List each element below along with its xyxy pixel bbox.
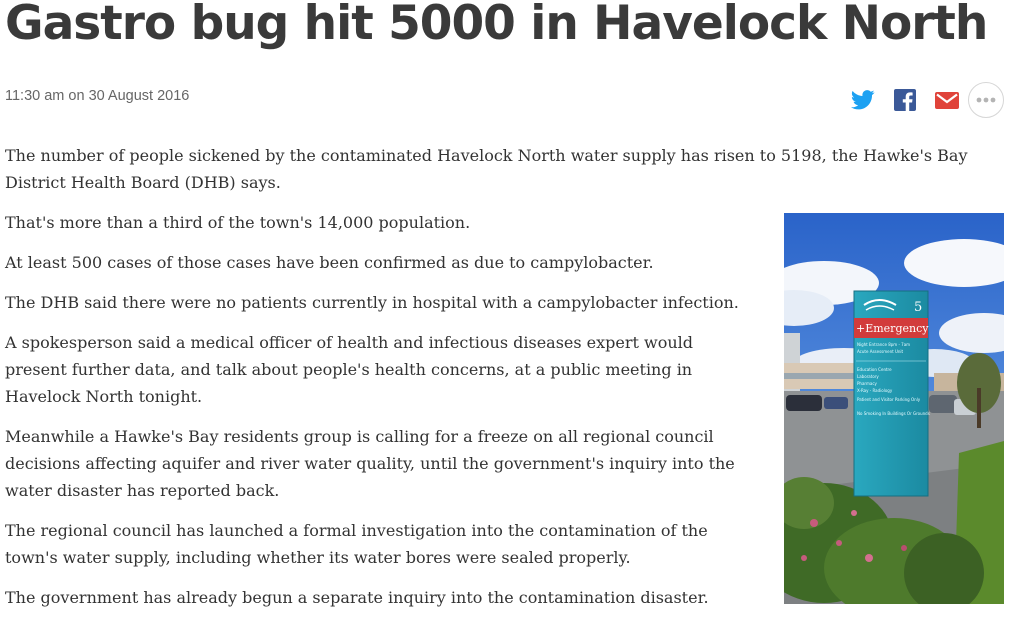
hospital-sign-image: 5 +Emergency Night Entrance 8pm - 7am Ac… [784, 213, 1004, 604]
paragraph-4: The DHB said there were no patients curr… [5, 293, 739, 312]
paragraph-2: That's more than a third of the town's 1… [5, 213, 471, 232]
dateline: 11:30 am on 30 August 2016 [5, 88, 190, 104]
article-text-column: That's more than a third of the town's 1… [5, 209, 1005, 611]
hospital-sign-photo[interactable]: 5 +Emergency Night Entrance 8pm - 7am Ac… [784, 213, 1004, 604]
sign-number: 5 [914, 300, 922, 315]
article-body: The number of people sickened by the con… [5, 142, 1005, 624]
twitter-icon [851, 90, 875, 110]
sign-heading: +Emergency [856, 322, 929, 335]
more-icon [976, 97, 996, 103]
facebook-icon [894, 89, 916, 111]
sign-line: Pharmacy [857, 381, 878, 386]
facebook-share-button[interactable] [890, 85, 920, 115]
email-share-button[interactable] [932, 85, 962, 115]
sign-line: Laboratory [857, 374, 879, 379]
sign-line: X-Ray - Radiology [857, 388, 893, 393]
paragraph-8: The government has already begun a separ… [5, 588, 709, 607]
share-bar [836, 82, 1004, 118]
sign-line: Night Entrance 8pm - 7am [857, 342, 910, 347]
paragraph-7: The regional council has launched a form… [5, 521, 708, 567]
sign-line: Patient and Visitor Parking Only [857, 397, 921, 402]
paragraph-3: At least 500 cases of those cases have b… [5, 253, 654, 272]
more-share-button[interactable] [968, 82, 1004, 118]
paragraph-6: Meanwhile a Hawke's Bay residents group … [5, 427, 735, 500]
twitter-share-button[interactable] [848, 85, 878, 115]
email-icon [935, 91, 959, 109]
paragraph-1: The number of people sickened by the con… [5, 146, 968, 192]
headline: Gastro bug hit 5000 in Havelock North [5, 0, 988, 51]
sign-line: Education Centre [857, 367, 892, 372]
sign-line: Acute Assessment Unit [857, 349, 904, 354]
paragraph-5: A spokesperson said a medical officer of… [5, 333, 694, 406]
sign-line: No Smoking In Buildings Or Grounds [857, 411, 930, 416]
